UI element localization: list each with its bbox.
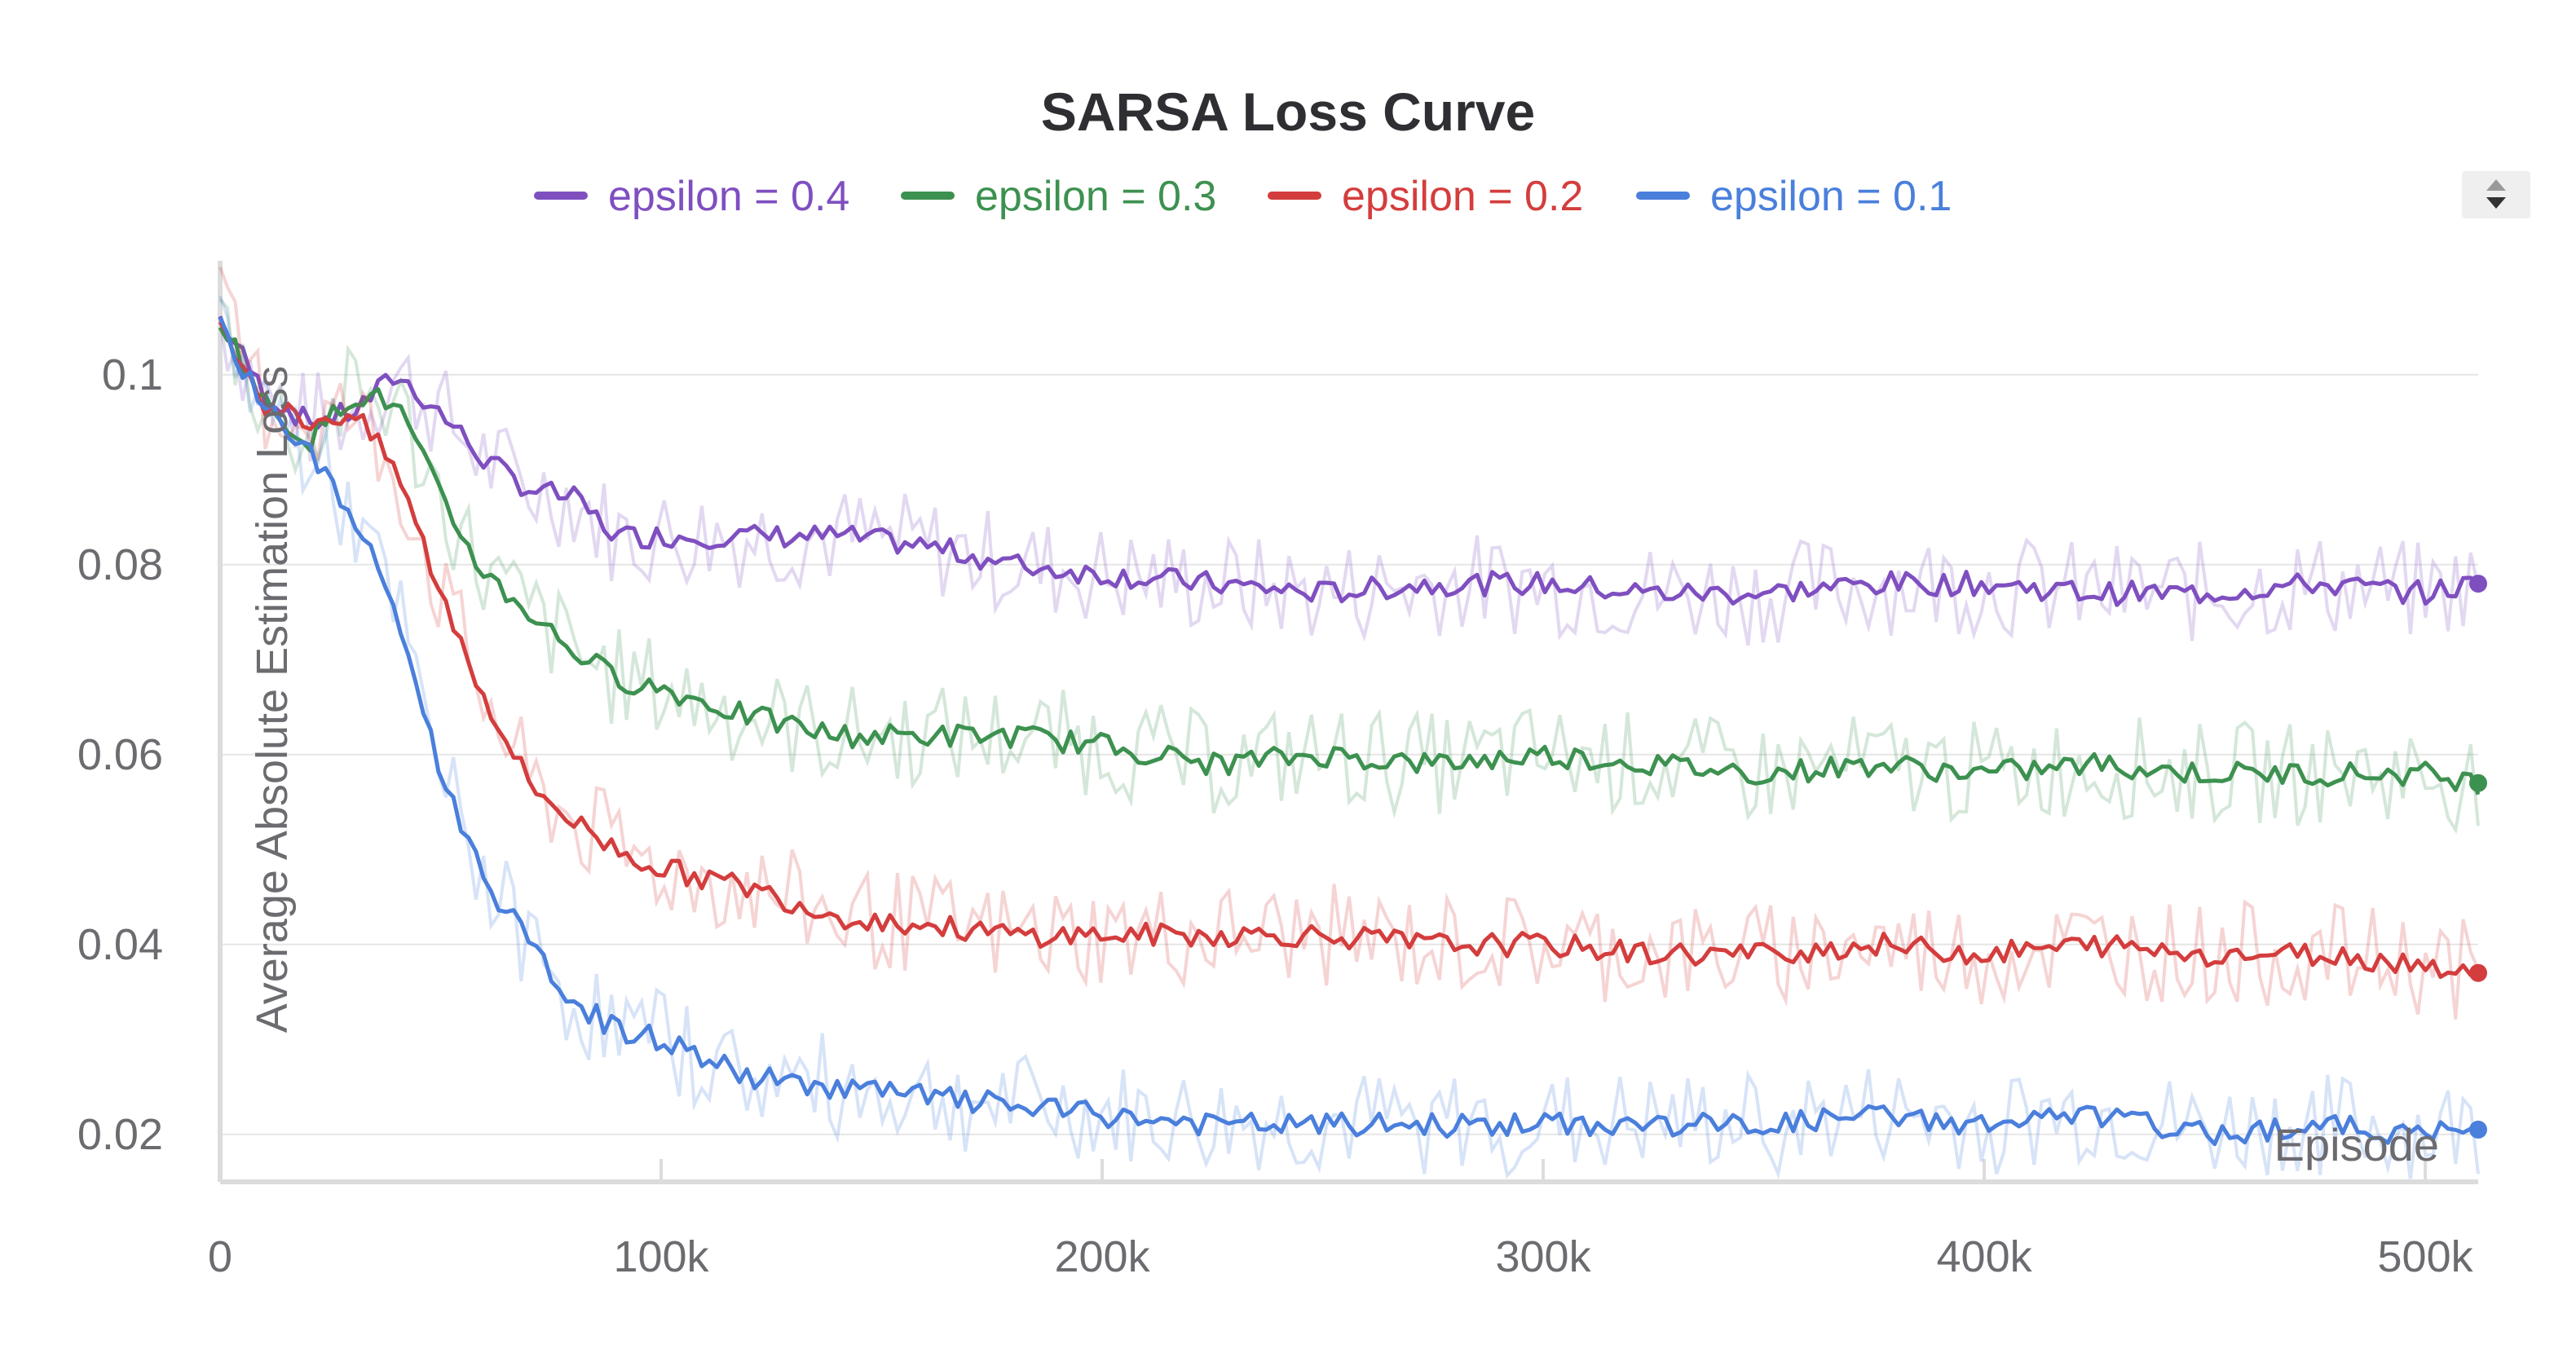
- series-line-0: [218, 315, 2480, 607]
- legend-item-3[interactable]: epsilon = 0.1: [1636, 173, 1952, 220]
- legend-label-1: epsilon = 0.3: [975, 173, 1216, 220]
- series-raw-2: [218, 267, 2480, 1020]
- legend-scroll-control[interactable]: [2462, 171, 2530, 218]
- x-tick-label-5: 500k: [2378, 1232, 2474, 1281]
- y-tick-label-3: 0.08: [77, 540, 163, 589]
- x-tick-label-4: 400k: [1937, 1232, 2033, 1281]
- chevron-down-icon[interactable]: [2486, 197, 2506, 209]
- x-tick-labels: 0 100k 200k 300k 400k 500k: [208, 1232, 2474, 1281]
- series-endpoint-1[interactable]: [2469, 773, 2487, 792]
- axes: [218, 261, 2478, 1184]
- x-tick-label-1: 100k: [613, 1232, 709, 1281]
- y-axis-title: Average Absolute Estimation Loss: [248, 366, 297, 1033]
- legend-label-3: epsilon = 0.1: [1710, 173, 1952, 220]
- series-line-1: [218, 326, 2481, 795]
- legend-item-2[interactable]: epsilon = 0.2: [1268, 173, 1583, 220]
- y-tick-labels: 0.02 0.04 0.06 0.08 0.1: [77, 350, 163, 1159]
- chevron-up-icon[interactable]: [2486, 179, 2506, 191]
- legend-item-1[interactable]: epsilon = 0.3: [901, 173, 1216, 220]
- series-raw-3: [218, 295, 2480, 1179]
- legend-label-2: epsilon = 0.2: [1342, 173, 1583, 220]
- y-tick-label-0: 0.02: [77, 1110, 163, 1159]
- x-tick-label-0: 0: [208, 1232, 232, 1281]
- series-raw-0: [218, 318, 2480, 646]
- chart-title: SARSA Loss Curve: [1041, 82, 1535, 142]
- legend-label-0: epsilon = 0.4: [608, 173, 849, 220]
- series-endpoint-3[interactable]: [2469, 1120, 2487, 1139]
- series-layer: [218, 267, 2487, 1179]
- y-tick-label-1: 0.04: [77, 920, 163, 969]
- x-tick-label-2: 200k: [1054, 1232, 1150, 1281]
- legend-item-0[interactable]: epsilon = 0.4: [534, 173, 849, 220]
- series-line-2: [218, 320, 2479, 980]
- x-axis-title: Episode: [2274, 1119, 2439, 1170]
- series-line-3: [218, 316, 2480, 1147]
- series-raw-1: [218, 297, 2480, 835]
- legend: epsilon = 0.4 epsilon = 0.3 epsilon = 0.2 e…: [534, 173, 1952, 220]
- series-endpoint-2[interactable]: [2469, 963, 2487, 982]
- y-tick-label-4: 0.1: [102, 350, 163, 399]
- x-tick-label-3: 300k: [1495, 1232, 1591, 1281]
- y-tick-label-2: 0.06: [77, 730, 163, 779]
- gridlines: [220, 373, 2478, 1135]
- series-endpoint-0[interactable]: [2469, 575, 2487, 593]
